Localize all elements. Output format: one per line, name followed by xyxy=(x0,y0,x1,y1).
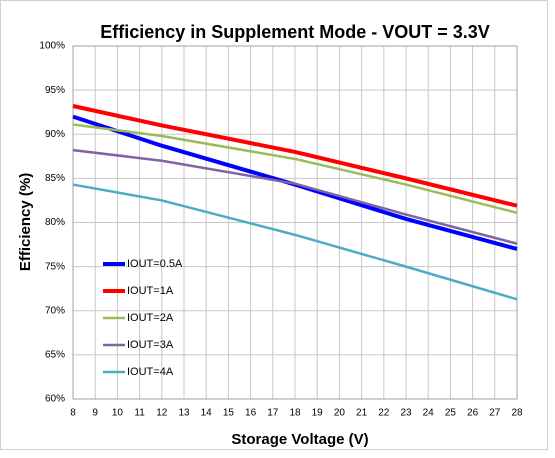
legend-label: IOUT=1A xyxy=(127,285,174,297)
x-tick-label: 14 xyxy=(201,408,213,419)
x-tick-label: 13 xyxy=(178,408,190,419)
y-tick-label: 85% xyxy=(45,173,65,184)
x-tick-label: 21 xyxy=(356,408,368,419)
x-tick-label: 9 xyxy=(92,408,98,419)
series-line xyxy=(72,123,518,215)
series-line xyxy=(72,183,518,301)
y-tick-label: 95% xyxy=(45,85,65,96)
y-tick-label: 80% xyxy=(45,217,65,228)
x-tick-label: 28 xyxy=(511,408,523,419)
x-tick-label: 22 xyxy=(378,408,390,419)
x-tick-label: 27 xyxy=(489,408,501,419)
x-axis-label: Storage Voltage (V) xyxy=(231,431,368,448)
legend-label: IOUT=4A xyxy=(127,366,174,378)
x-tick-label: 11 xyxy=(134,408,145,419)
legend-label: IOUT=0.5A xyxy=(127,258,183,270)
x-tick-label: 23 xyxy=(400,408,412,419)
x-tick-label: 8 xyxy=(70,408,76,419)
x-tick-label: 10 xyxy=(112,408,124,419)
chart-frame xyxy=(0,0,548,450)
chart-title: Efficiency in Supplement Mode - VOUT = 3… xyxy=(100,22,490,42)
x-tick-label: 17 xyxy=(267,408,279,419)
x-tick-label: 24 xyxy=(423,408,435,419)
legend-label: IOUT=2A xyxy=(127,312,174,324)
series-line xyxy=(72,104,518,208)
y-tick-label: 90% xyxy=(45,129,65,140)
plot-border xyxy=(72,45,518,400)
y-tick-label: 65% xyxy=(45,350,65,361)
x-tick-label: 25 xyxy=(445,408,457,419)
series-line xyxy=(72,148,518,245)
x-tick-label: 16 xyxy=(245,408,257,419)
x-tick-label: 20 xyxy=(334,408,346,419)
x-tick-label: 19 xyxy=(312,408,324,419)
y-tick-label: 60% xyxy=(45,394,65,405)
x-tick-label: 12 xyxy=(156,408,168,419)
y-axis-label: Efficiency (%) xyxy=(17,173,34,271)
y-tick-label: 70% xyxy=(45,305,65,316)
x-tick-label: 15 xyxy=(223,408,235,419)
x-tick-label: 18 xyxy=(289,408,301,419)
y-tick-label: 75% xyxy=(45,261,65,272)
x-tick-label: 26 xyxy=(467,408,479,419)
legend-label: IOUT=3A xyxy=(127,339,174,351)
y-tick-label: 100% xyxy=(39,41,65,52)
